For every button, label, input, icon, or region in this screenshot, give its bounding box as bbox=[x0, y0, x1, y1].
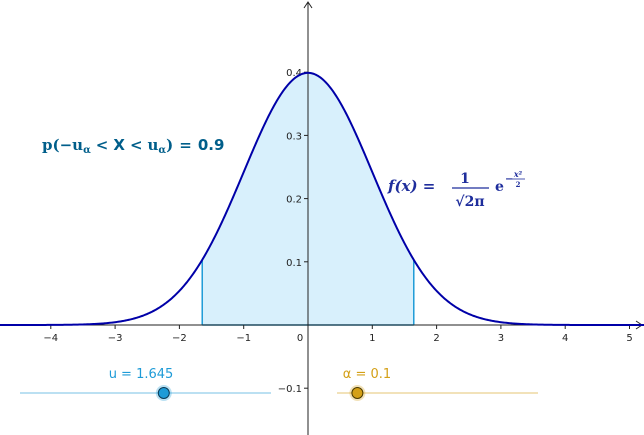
y-tick-label: 0.3 bbox=[286, 131, 302, 142]
slider-u[interactable]: u = 1.645 bbox=[20, 367, 271, 401]
func-base: e bbox=[495, 179, 504, 195]
axis-ticks: −4 −3 −2 −1 0 1 2 3 4 50.10.20.30.4−0.1 bbox=[43, 68, 632, 395]
slider-alpha[interactable]: α = 0.1 bbox=[337, 367, 538, 401]
slider-alpha-label: α = 0.1 bbox=[343, 367, 391, 382]
prob-sub1: α bbox=[83, 145, 91, 156]
prob-u2: u bbox=[148, 136, 159, 154]
x-tick-label: 1 bbox=[369, 333, 375, 344]
y-axis-arrow-icon bbox=[303, 1, 313, 9]
prob-value: 0.9 bbox=[198, 136, 225, 154]
density-curve[interactable] bbox=[0, 71, 644, 326]
prob-eq: = bbox=[179, 136, 192, 154]
prob-X: X bbox=[113, 136, 125, 154]
y-tick-label: 0.4 bbox=[286, 68, 302, 79]
func-numerator: 1 bbox=[460, 171, 470, 187]
prob-lt2: < bbox=[130, 136, 143, 154]
x-tick-label: −1 bbox=[236, 333, 251, 344]
func-exp-den: 2 bbox=[516, 180, 521, 189]
x-tick-label: 0 bbox=[297, 333, 303, 344]
probability-label: p(−uα < X < uα) = 0.9 bbox=[42, 136, 224, 156]
prob-neg: − bbox=[60, 136, 73, 154]
y-tick-label: 0.1 bbox=[286, 258, 302, 269]
function-label: f(x) = 1 √2π e − x² 2 bbox=[387, 169, 525, 210]
x-tick-label: 2 bbox=[433, 333, 439, 344]
x-tick-label: 3 bbox=[498, 333, 504, 344]
func-exp-sign: − bbox=[505, 174, 513, 185]
x-tick-label: 4 bbox=[562, 333, 568, 344]
prob-sub2: α bbox=[158, 145, 166, 156]
func-denominator: √2π bbox=[455, 194, 484, 210]
x-tick-label: −4 bbox=[43, 333, 58, 344]
prob-u1: u bbox=[72, 136, 83, 154]
prob-close: ) bbox=[166, 136, 173, 154]
y-tick-label: −0.1 bbox=[278, 384, 302, 395]
prob-prefix: p( bbox=[42, 136, 60, 154]
slider-alpha-knob[interactable] bbox=[351, 387, 364, 399]
slider-u-knob[interactable] bbox=[157, 387, 170, 399]
x-tick-label: −2 bbox=[172, 333, 187, 344]
y-tick-label: 0.2 bbox=[286, 195, 302, 206]
func-exp-num: x² bbox=[513, 169, 523, 179]
slider-u-label: u = 1.645 bbox=[109, 367, 174, 382]
x-tick-label: 5 bbox=[626, 333, 632, 344]
prob-lt1: < bbox=[96, 136, 109, 154]
func-lhs: f(x) = bbox=[387, 177, 435, 195]
x-tick-label: −3 bbox=[108, 333, 123, 344]
